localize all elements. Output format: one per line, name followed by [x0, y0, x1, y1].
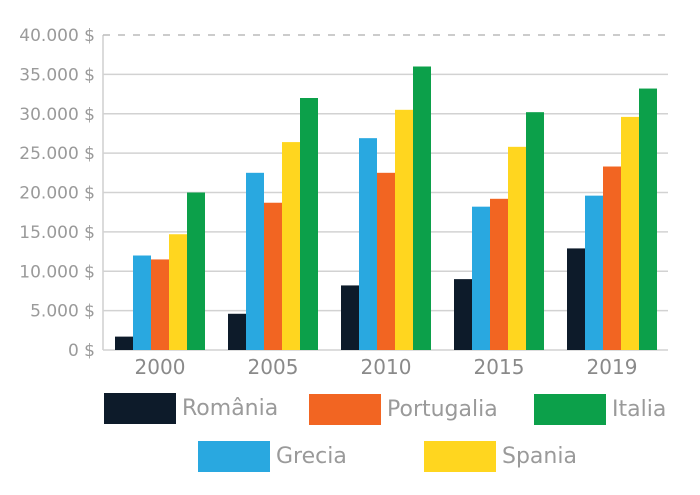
- bar-italia-2010: [413, 66, 431, 350]
- legend-label: România: [182, 396, 279, 421]
- legend-swatch: [424, 441, 496, 472]
- bar-italia-2005: [300, 98, 318, 350]
- bar-portugalia-2005: [264, 202, 282, 350]
- x-tick-label: 2010: [361, 355, 412, 379]
- bar-italia-2000: [187, 192, 205, 350]
- legend-swatch: [309, 394, 381, 425]
- legend-item-portugalia: Portugalia: [309, 394, 498, 425]
- bar-italia-2015: [526, 112, 544, 350]
- bar-grecia-2019: [585, 195, 603, 350]
- bar-portugalia-2010: [377, 172, 395, 350]
- bar-spania-2019: [621, 116, 639, 351]
- bar-grecia-2010: [359, 138, 377, 350]
- y-tick-label: 25.000 $: [19, 144, 95, 164]
- bar-portugalia-2019: [603, 166, 621, 350]
- y-tick-label: 15.000 $: [19, 223, 95, 243]
- legend-swatch: [104, 393, 176, 424]
- legend-swatch: [534, 394, 606, 425]
- legend-item-spania: Spania: [424, 441, 577, 472]
- y-tick-label: 35.000 $: [19, 65, 95, 85]
- bar-românia-2015: [454, 279, 472, 350]
- bar-spania-2010: [395, 109, 413, 350]
- y-tick-label: 40.000 $: [19, 26, 95, 46]
- y-tick-label: 20.000 $: [19, 184, 95, 204]
- bar-chart: 0 $ 5.000 $ 10.000 $ 15.000 $ 20.000 $ 25.000…: [19, 26, 668, 379]
- legend-label: Portugalia: [387, 397, 498, 422]
- legend-swatch: [198, 441, 270, 472]
- legend-item-romania: România: [104, 393, 278, 424]
- legend-label: Spania: [502, 444, 577, 469]
- x-tick-label: 2015: [474, 355, 525, 379]
- bar-românia-2019: [567, 248, 585, 350]
- bar-portugalia-2015: [490, 198, 508, 350]
- y-tick-label: 30.000 $: [19, 105, 95, 125]
- bar-italia-2019: [639, 88, 657, 351]
- bar-grecia-2005: [246, 172, 264, 350]
- bar-românia-2000: [115, 336, 133, 350]
- bar-spania-2015: [508, 146, 526, 350]
- y-tick-label: 5.000 $: [30, 302, 95, 322]
- x-tick-label: 2005: [248, 355, 299, 379]
- x-tick-label: 2000: [135, 355, 186, 379]
- legend-item-grecia: Grecia: [198, 441, 347, 472]
- legend-item-italia: Italia: [534, 394, 666, 425]
- x-tick-label: 2019: [587, 355, 638, 379]
- bar-românia-2010: [341, 285, 359, 350]
- y-tick-label: 0 $: [68, 341, 95, 361]
- bar-românia-2005: [228, 313, 246, 350]
- bar-spania-2000: [169, 234, 187, 350]
- bar-grecia-2015: [472, 206, 490, 350]
- legend-label: Italia: [612, 397, 667, 422]
- bar-portugalia-2000: [151, 259, 169, 350]
- bar-grecia-2000: [133, 255, 151, 350]
- y-tick-label: 10.000 $: [19, 262, 95, 282]
- bar-spania-2005: [282, 142, 300, 350]
- legend-label: Grecia: [276, 444, 347, 469]
